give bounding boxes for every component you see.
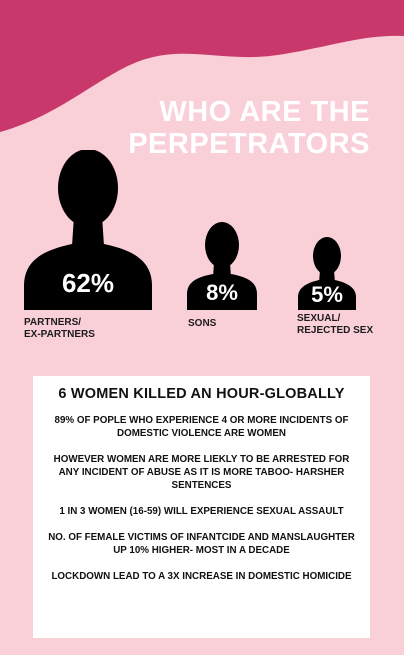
percent-sons: 8% [206, 280, 238, 305]
label-sexual: SEXUAL/ REJECTED SEX [297, 313, 373, 337]
fact-item: HOWEVER WOMEN ARE MORE LIEKLY TO BE ARRE… [53, 454, 350, 491]
top-wave-decoration [0, 0, 404, 132]
label-partners-line1: PARTNERS/ [24, 317, 82, 328]
fact-item: 89% OF POPLE WHO EXPERIENCE 4 OR MORE IN… [54, 415, 349, 439]
label-sons-line1: SONS [188, 318, 217, 329]
facts-card: 6 WOMEN KILLED AN HOUR-GLOBALLY 89% OF P… [33, 376, 370, 638]
percent-sexual: 5% [311, 282, 343, 307]
label-sexual-line2: REJECTED SEX [297, 325, 374, 336]
perpetrator-figure-partners: 62% [24, 150, 152, 310]
page-title-line2: PERPETRATORS [128, 128, 370, 160]
label-partners-line2: EX-PARTNERS [24, 329, 95, 340]
label-sons: SONS [188, 318, 216, 330]
fact-item: LOCKDOWN LEAD TO A 3X INCREASE IN DOMEST… [51, 571, 352, 582]
person-silhouette-icon [298, 237, 356, 310]
perpetrator-figure-sons: 8% [187, 222, 257, 310]
percent-partners: 62% [61, 268, 115, 298]
page-title-line1: WHO ARE THE [159, 96, 370, 128]
person-silhouette-icon [24, 150, 152, 310]
fact-item: 1 IN 3 WOMEN (16-59) WILL EXPERIENCE SEX… [59, 506, 344, 517]
perpetrator-figure-sexual: 5% [298, 237, 356, 310]
facts-heading: 6 WOMEN KILLED AN HOUR-GLOBALLY [58, 386, 345, 402]
fact-item: NO. OF FEMALE VICTIMS OF INFANTCIDE AND … [48, 532, 355, 556]
page-title: WHO ARE THE PERPETRATORS [110, 96, 370, 160]
label-sexual-line1: SEXUAL/ [297, 313, 341, 324]
person-silhouette-icon [187, 222, 257, 310]
label-partners: PARTNERS/ EX-PARTNERS [24, 317, 95, 341]
